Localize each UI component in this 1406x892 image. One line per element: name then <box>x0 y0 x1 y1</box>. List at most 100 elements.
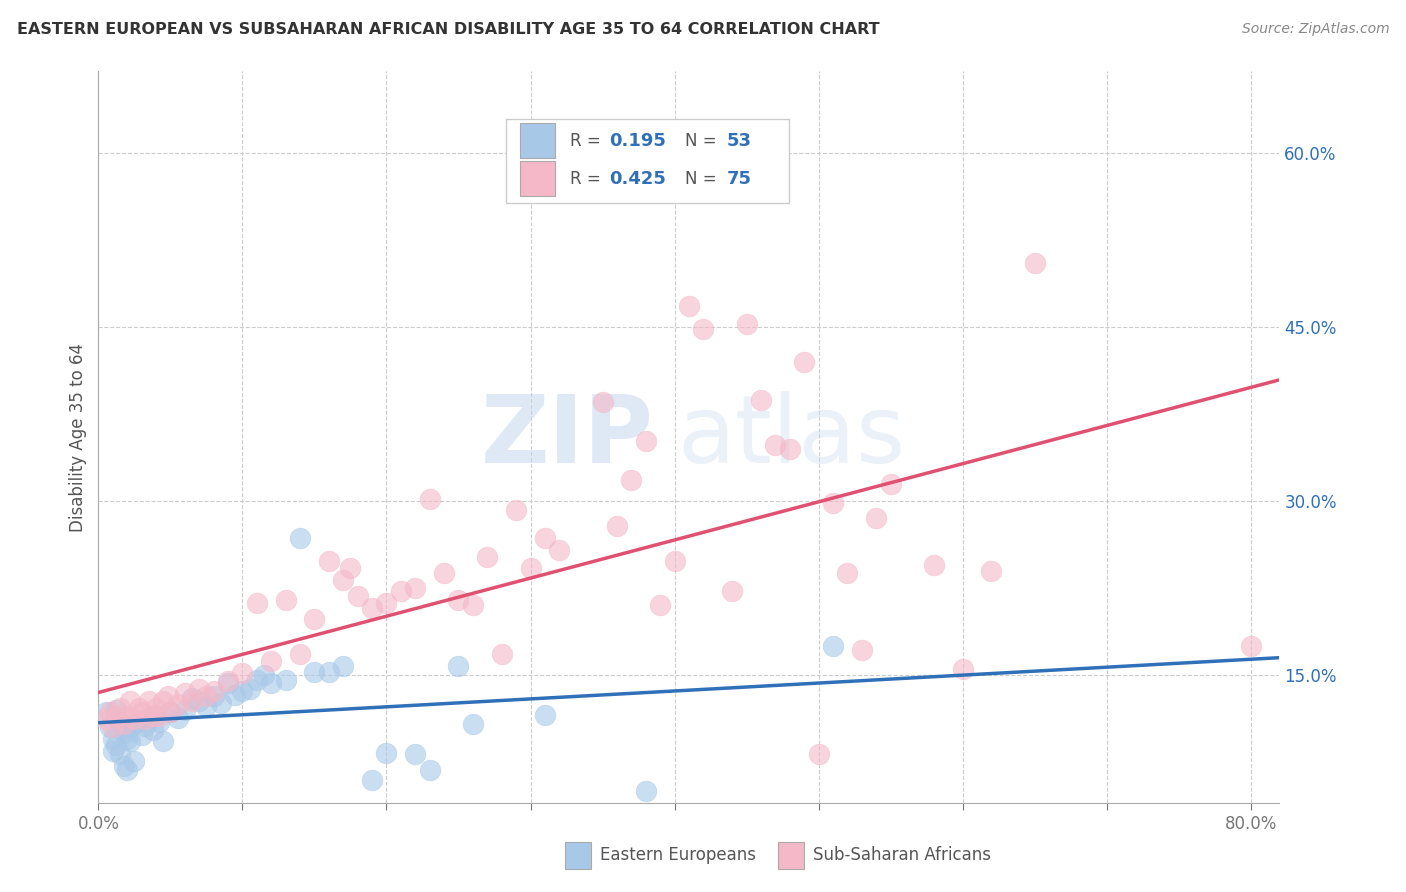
Point <box>274 673 297 687</box>
Point <box>104 703 127 717</box>
Point <box>821 639 844 653</box>
Point <box>115 708 138 723</box>
Point <box>188 693 211 707</box>
Point <box>202 689 225 703</box>
Point <box>288 647 311 661</box>
Point <box>104 738 127 752</box>
Point <box>837 566 859 580</box>
Point <box>980 564 1002 578</box>
Point <box>664 554 686 568</box>
Text: EASTERN EUROPEAN VS SUBSAHARAN AFRICAN DISABILITY AGE 35 TO 64 CORRELATION CHART: EASTERN EUROPEAN VS SUBSAHARAN AFRICAN D… <box>17 22 880 37</box>
Point <box>159 705 181 719</box>
Point <box>519 561 541 575</box>
Text: Source: ZipAtlas.com: Source: ZipAtlas.com <box>1241 22 1389 37</box>
Point <box>807 747 830 761</box>
Point <box>447 658 470 673</box>
Point <box>606 519 628 533</box>
Text: 0.195: 0.195 <box>609 132 665 150</box>
Point <box>181 693 204 707</box>
Text: 53: 53 <box>727 132 752 150</box>
Point <box>634 434 657 448</box>
Point <box>138 712 160 726</box>
Point <box>922 558 945 572</box>
Point <box>534 707 557 722</box>
Point <box>339 561 361 575</box>
Point <box>1240 639 1263 653</box>
Point <box>318 554 340 568</box>
Point <box>361 772 384 787</box>
Point <box>650 599 672 613</box>
Point <box>447 592 470 607</box>
Point <box>108 700 131 714</box>
FancyBboxPatch shape <box>520 161 555 196</box>
Point <box>217 673 239 688</box>
Point <box>375 596 398 610</box>
Point <box>419 764 441 778</box>
Point <box>104 708 127 723</box>
Point <box>620 473 643 487</box>
Point <box>128 714 150 729</box>
Point <box>195 699 218 714</box>
Point <box>231 665 253 680</box>
Point <box>879 476 901 491</box>
Point <box>821 496 844 510</box>
Point <box>148 708 170 723</box>
Point <box>138 693 160 707</box>
Point <box>749 392 772 407</box>
Point <box>224 688 246 702</box>
Point <box>202 684 225 698</box>
Point <box>318 665 340 679</box>
Point <box>491 647 513 661</box>
Point <box>865 511 887 525</box>
Point <box>239 681 262 696</box>
Point <box>120 734 142 748</box>
Point <box>166 711 188 725</box>
Point <box>477 549 499 564</box>
Point <box>461 716 484 731</box>
Point <box>101 743 124 757</box>
Point <box>142 708 165 723</box>
Point <box>120 693 142 707</box>
Point <box>246 596 269 610</box>
Point <box>101 731 124 746</box>
FancyBboxPatch shape <box>778 842 803 869</box>
Text: R =: R = <box>569 169 600 188</box>
Point <box>112 716 135 731</box>
Point <box>152 693 174 707</box>
Point <box>419 491 441 506</box>
Point <box>209 696 232 710</box>
Point <box>634 784 657 798</box>
Point <box>112 726 135 740</box>
Point <box>231 684 253 698</box>
Point <box>101 720 124 734</box>
Point <box>361 600 384 615</box>
Point <box>152 734 174 748</box>
Point <box>461 599 484 613</box>
Point <box>246 673 269 687</box>
Point <box>332 658 354 673</box>
FancyBboxPatch shape <box>520 123 555 159</box>
Point <box>274 592 297 607</box>
Point <box>131 729 153 743</box>
Point <box>735 318 758 332</box>
Point <box>115 764 138 778</box>
Text: Sub-Saharan Africans: Sub-Saharan Africans <box>813 847 991 864</box>
Text: atlas: atlas <box>678 391 905 483</box>
Point <box>128 700 150 714</box>
Point <box>131 705 153 719</box>
Point <box>260 654 283 668</box>
Point <box>304 612 326 626</box>
Point <box>404 747 426 761</box>
Point <box>124 754 146 768</box>
Point <box>159 705 181 719</box>
Y-axis label: Disability Age 35 to 64: Disability Age 35 to 64 <box>69 343 87 532</box>
Point <box>124 716 146 731</box>
Point <box>112 758 135 772</box>
Text: Eastern Europeans: Eastern Europeans <box>600 847 756 864</box>
Point <box>375 746 398 760</box>
Point <box>108 747 131 761</box>
Point <box>115 731 138 746</box>
FancyBboxPatch shape <box>506 119 789 203</box>
Point <box>592 395 614 409</box>
Point <box>721 584 744 599</box>
